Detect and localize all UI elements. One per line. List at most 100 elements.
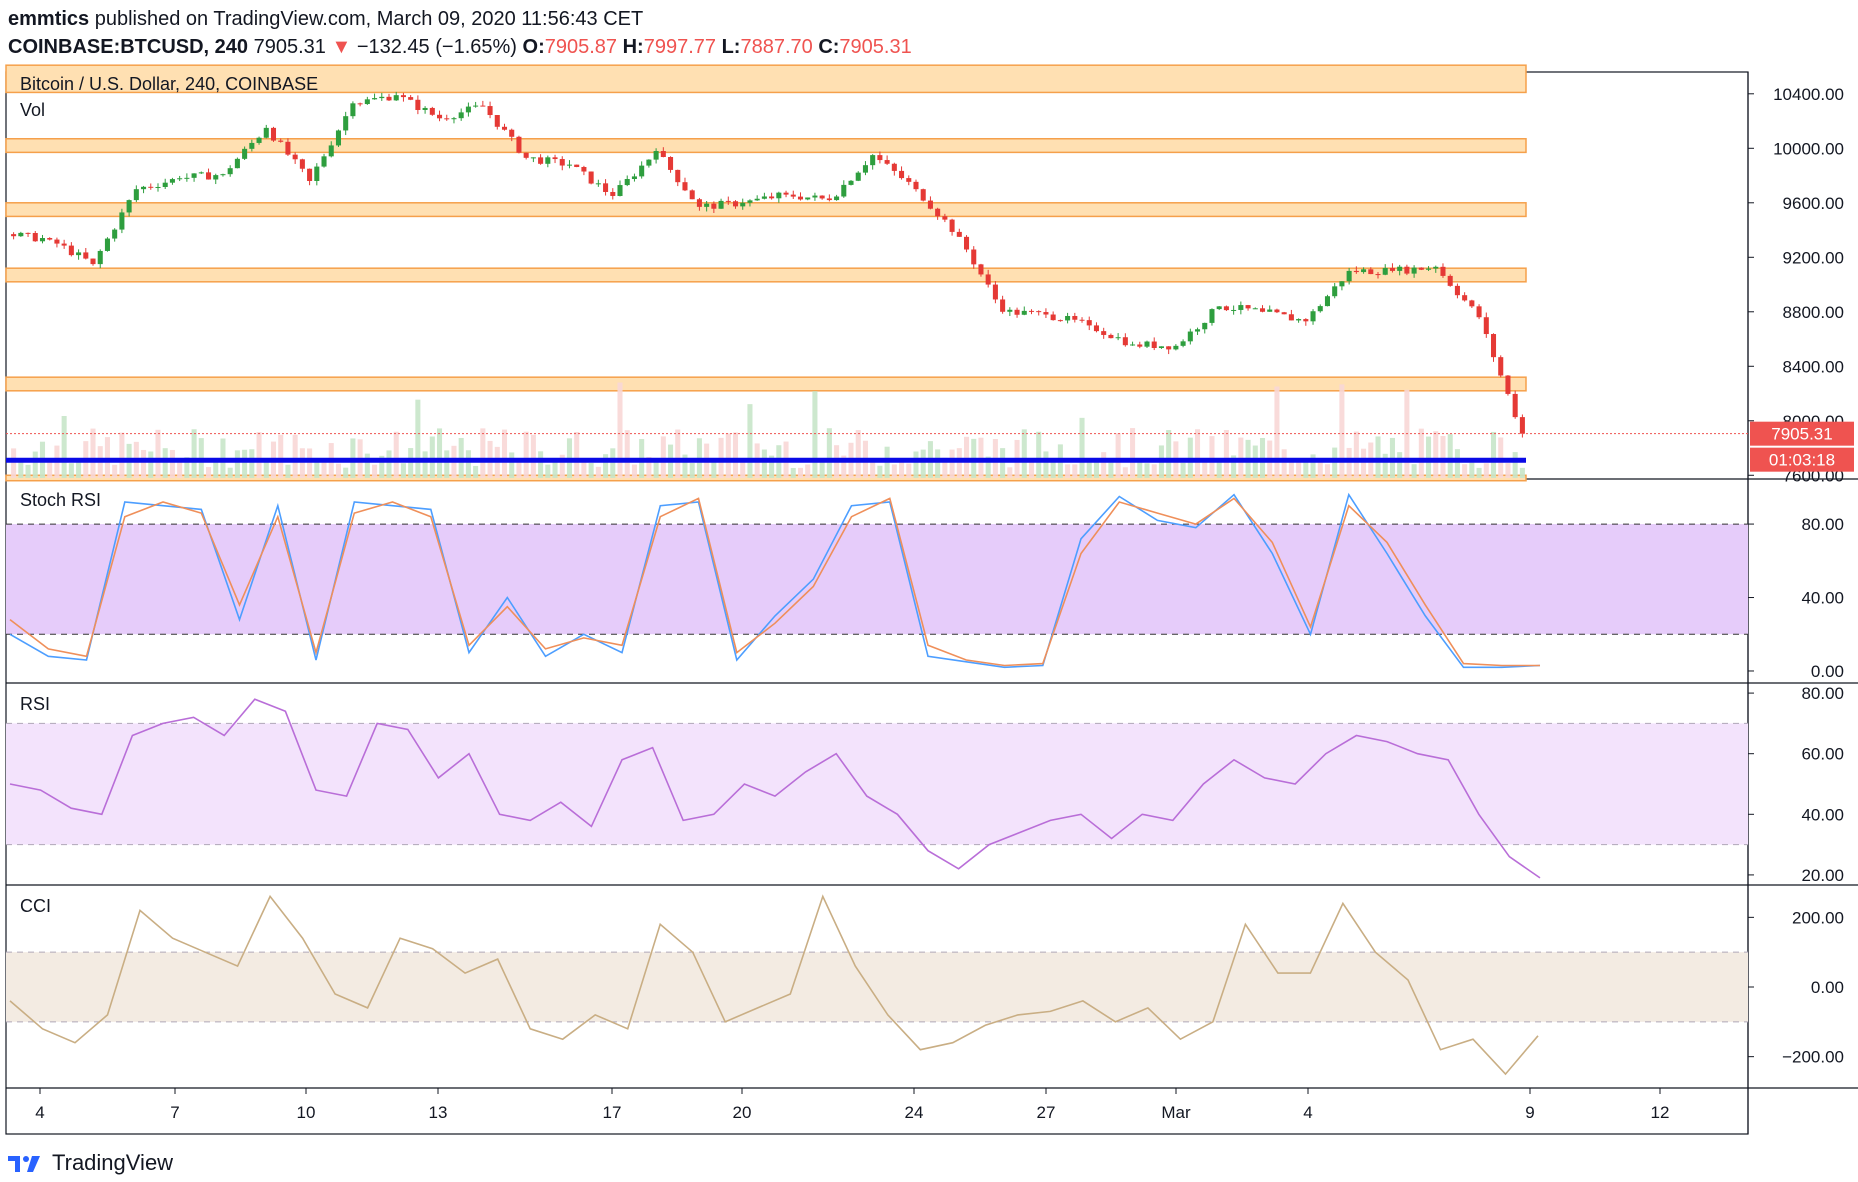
candle-body <box>422 107 428 110</box>
candle-body <box>1259 308 1266 312</box>
time-tick-label: 20 <box>733 1103 752 1122</box>
volume-bar <box>444 450 450 478</box>
volume-bar <box>162 448 168 478</box>
volume-bar <box>1144 463 1150 478</box>
price-change: −132.45 (−1.65%) <box>356 36 517 58</box>
candle-body <box>1397 266 1403 271</box>
volume-bar <box>711 462 717 478</box>
time-tick-label: 7 <box>170 1103 179 1122</box>
countdown-tag-text: 01:03:18 <box>1769 451 1835 470</box>
candle-body <box>1404 266 1410 274</box>
candle-body <box>1498 357 1504 376</box>
volume-bar <box>112 464 118 478</box>
candle-body <box>675 169 681 183</box>
volume-bar <box>617 382 623 478</box>
volume-bar <box>1512 452 1518 478</box>
resistance-zone-1 <box>5 64 1527 94</box>
volume-bar <box>552 457 558 478</box>
volume-bar <box>1209 436 1215 478</box>
candle-body <box>444 118 450 120</box>
candle-body <box>523 152 529 158</box>
candle-body <box>899 170 905 179</box>
candle-body <box>1288 314 1294 321</box>
volume-bar <box>141 449 147 478</box>
volume-bar <box>343 467 349 478</box>
candle-body <box>985 274 991 285</box>
volume-bar <box>1361 448 1367 478</box>
candle-body <box>1173 345 1179 350</box>
volume-bar <box>920 449 926 478</box>
brand-name[interactable]: TradingView <box>52 1150 174 1175</box>
candle-body <box>732 201 739 207</box>
volume-bar <box>870 458 876 478</box>
price-tick-label: 9200.00 <box>1783 248 1844 267</box>
volume-bar <box>761 449 767 478</box>
stoch-rsi-title: Stoch RSI <box>20 490 101 510</box>
candle-body <box>1028 310 1035 312</box>
candle-body <box>617 185 623 196</box>
volume-bar <box>234 450 240 478</box>
volume-bar <box>581 459 587 478</box>
candle-body <box>343 116 349 131</box>
candle-body <box>516 136 522 153</box>
candle-body <box>220 174 226 176</box>
candle-body <box>725 200 731 202</box>
volume-bar <box>949 449 955 478</box>
candle-body <box>1231 309 1237 311</box>
volume-bar <box>985 456 991 478</box>
candle-body <box>213 175 219 180</box>
candle-body <box>379 96 385 99</box>
volume-bar <box>249 449 255 478</box>
volume-bar <box>1310 454 1316 478</box>
candle-body <box>198 172 204 174</box>
candle-body <box>1483 317 1489 335</box>
volume-bar <box>1490 431 1497 478</box>
candle-body <box>819 195 825 199</box>
time-tick-label: 9 <box>1525 1103 1534 1122</box>
candle-body <box>790 194 796 197</box>
footer: TradingView <box>6 1150 173 1176</box>
volume-bar <box>1324 464 1331 478</box>
volume-bar <box>473 465 479 478</box>
candle-body <box>18 232 24 237</box>
volume-bars <box>11 382 1525 478</box>
volume-bar <box>177 458 183 478</box>
volume-bar <box>660 436 666 478</box>
resistance-zone-3 <box>5 202 1527 218</box>
volume-bar <box>1000 448 1006 478</box>
volume-bar <box>805 464 811 478</box>
candle-body <box>126 200 132 213</box>
candle-body <box>1469 300 1475 307</box>
high-value: 7997.77 <box>643 36 716 58</box>
down-arrow-icon: ▼ <box>331 36 352 58</box>
candle-body <box>530 157 536 159</box>
symbol-label[interactable]: COINBASE:BTCUSD, 240 <box>8 36 249 58</box>
candle-body <box>1440 266 1446 276</box>
candle-body <box>761 196 767 199</box>
volume-bar <box>906 463 912 478</box>
tradingview-logo-icon <box>8 1156 40 1172</box>
candle-body <box>812 195 818 198</box>
volume-bar <box>1122 467 1128 478</box>
candle-body <box>949 219 955 232</box>
volume-bar <box>285 464 291 478</box>
candle-body <box>270 127 277 141</box>
candle-body <box>1043 312 1049 315</box>
candle-body <box>1180 341 1186 346</box>
volume-bar <box>559 454 565 478</box>
rsi-band <box>6 723 1748 845</box>
candle-body <box>862 165 868 173</box>
volume-bar <box>1115 433 1121 478</box>
candle-body <box>32 232 38 242</box>
candle-body <box>581 167 587 172</box>
candle-body <box>906 178 912 182</box>
candle-body <box>234 158 240 169</box>
candle-body <box>1267 309 1273 312</box>
volume-bar <box>292 434 298 478</box>
candle-body <box>112 229 118 239</box>
author-name[interactable]: emmtics <box>8 8 90 30</box>
candle-body <box>552 157 558 160</box>
volume-bar <box>1332 447 1338 478</box>
candle-body <box>1303 319 1309 322</box>
